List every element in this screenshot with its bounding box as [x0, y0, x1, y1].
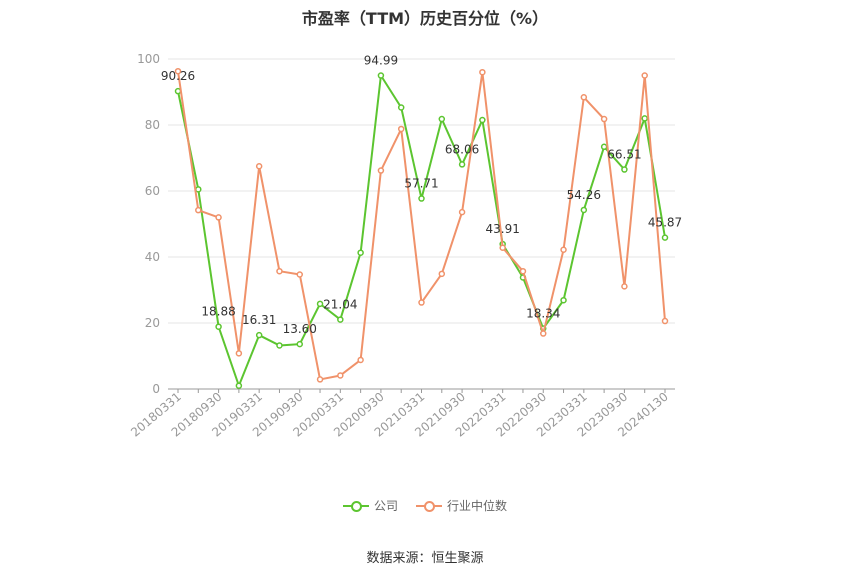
data-point-industry-median [337, 372, 344, 379]
data-point-company [377, 72, 385, 79]
data-point-company [560, 296, 567, 304]
y-tick-label: 40 [145, 250, 160, 264]
legend-dot-company [350, 500, 362, 512]
y-tick-label: 20 [145, 316, 160, 330]
data-point-industry-median [580, 94, 588, 101]
data-point-industry-median [195, 206, 202, 214]
data-point-company [276, 342, 283, 349]
chart-title: 市盈率（TTM）历史百分位（%） [301, 9, 549, 28]
legend-item-industry-median[interactable]: 行业中位数 [416, 497, 507, 514]
data-label: 21.04 [323, 298, 357, 312]
data-point-industry-median [560, 246, 567, 253]
legend-swatch-industry-median [416, 499, 442, 513]
data-label: 54.26 [567, 188, 601, 202]
data-label: 94.99 [364, 54, 398, 68]
data-point-industry-median [479, 68, 486, 76]
legend-item-company[interactable]: 公司 [342, 497, 398, 514]
data-point-company [418, 195, 425, 202]
data-point-company [438, 115, 446, 123]
data-point-company [397, 104, 405, 111]
legend-label-company: 公司 [373, 499, 398, 513]
data-point-company [600, 143, 608, 151]
data-point-industry-median [661, 317, 669, 325]
data-point-industry-median [621, 283, 628, 290]
data-point-industry-median [174, 67, 182, 75]
data-point-company [195, 186, 202, 193]
data-point-industry-median [357, 356, 364, 364]
data-point-industry-median [397, 125, 405, 133]
data-point-industry-median [458, 208, 466, 216]
legend-label-industry-median: 行业中位数 [447, 499, 508, 513]
data-point-company [357, 249, 364, 256]
data-source-note: 数据来源：恒生聚源 [366, 551, 484, 566]
data-point-company [641, 115, 648, 122]
data-point-industry-median [418, 299, 425, 306]
data-point-company [479, 116, 486, 124]
data-point-industry-median [377, 167, 385, 174]
series-line-company [177, 74, 666, 387]
data-label: 57.71 [404, 177, 438, 191]
data-point-industry-median [255, 163, 263, 170]
y-tick-label: 100 [137, 52, 160, 66]
data-point-company [580, 206, 588, 214]
data-label: 68.06 [445, 142, 479, 156]
data-point-industry-median [641, 72, 648, 79]
data-point-company [255, 331, 263, 339]
y-tick-label: 0 [152, 382, 160, 396]
data-point-industry-median [235, 350, 243, 357]
data-label: 16.31 [242, 313, 276, 327]
data-point-industry-median [296, 271, 303, 278]
data-label: 18.88 [201, 305, 235, 319]
data-point-company [458, 161, 466, 168]
data-point-industry-median [316, 376, 324, 383]
data-label: 43.91 [485, 222, 519, 236]
data-point-industry-median [215, 214, 222, 221]
data-label: 90.26 [161, 69, 195, 83]
data-point-industry-median [540, 330, 547, 337]
data-label: 66.51 [607, 148, 641, 162]
data-point-company [621, 166, 628, 173]
chart-legend: 公司 行业中位数 [0, 497, 850, 514]
data-point-company [661, 234, 669, 241]
data-point-industry-median [519, 267, 527, 275]
data-point-industry-median [438, 270, 446, 278]
data-point-company [337, 316, 344, 323]
data-point-industry-median [600, 115, 608, 123]
data-point-company [296, 340, 303, 348]
y-tick-label: 80 [145, 118, 160, 132]
data-point-industry-median [276, 267, 283, 275]
series-line-industry-median [177, 71, 666, 381]
data-point-industry-median [499, 244, 506, 252]
legend-dot-industry-median [424, 500, 435, 512]
y-tick-label: 60 [145, 184, 160, 198]
data-label: 13.60 [283, 322, 317, 336]
data-label: 45.87 [648, 216, 682, 230]
data-point-company [316, 300, 324, 308]
legend-swatch-company [342, 499, 369, 513]
data-point-company [215, 323, 222, 330]
data-label: 18.34 [526, 306, 560, 320]
data-point-company [235, 382, 243, 389]
